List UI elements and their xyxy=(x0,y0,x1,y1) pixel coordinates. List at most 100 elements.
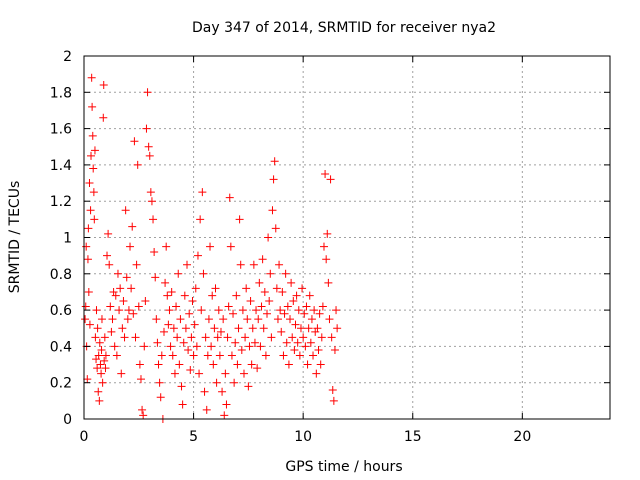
data-point xyxy=(287,278,296,287)
data-point xyxy=(290,346,299,355)
data-point xyxy=(128,222,137,231)
data-point xyxy=(211,284,220,293)
data-point xyxy=(227,351,236,360)
data-point xyxy=(189,351,198,360)
data-point xyxy=(141,297,150,306)
data-point xyxy=(333,324,342,333)
data-point xyxy=(186,365,195,374)
y-tick-label: 0 xyxy=(63,412,72,428)
data-point xyxy=(323,229,332,238)
y-tick-label: 0.2 xyxy=(50,376,72,392)
data-point xyxy=(252,306,261,315)
data-point xyxy=(249,260,258,269)
data-point xyxy=(162,242,171,251)
data-point xyxy=(293,338,302,347)
data-point xyxy=(301,342,310,351)
data-point xyxy=(268,206,277,215)
data-point xyxy=(97,315,106,324)
data-point xyxy=(195,369,204,378)
data-point xyxy=(225,193,234,202)
chart-title: Day 347 of 2014, SRMTID for receiver nya… xyxy=(192,20,496,36)
data-point xyxy=(314,346,323,355)
data-point xyxy=(265,297,274,306)
data-point xyxy=(156,393,165,402)
data-point xyxy=(95,338,104,347)
data-point xyxy=(318,302,327,311)
data-point xyxy=(88,131,97,140)
data-point xyxy=(328,385,337,394)
data-point xyxy=(132,260,141,269)
data-point xyxy=(235,215,244,224)
data-point xyxy=(248,324,257,333)
data-point xyxy=(305,291,314,300)
data-point xyxy=(191,284,200,293)
data-point xyxy=(255,278,264,287)
data-point xyxy=(256,342,265,351)
data-point xyxy=(127,284,136,293)
y-axis-label: SRMTID / TECUs xyxy=(7,181,23,294)
data-point xyxy=(317,333,326,342)
y-tick-label: 0.4 xyxy=(50,339,72,355)
data-point xyxy=(92,306,101,315)
data-point xyxy=(202,405,211,414)
data-point xyxy=(107,327,116,336)
data-point xyxy=(163,291,172,300)
y-tick-label: 0.8 xyxy=(50,267,72,283)
data-point xyxy=(187,333,196,342)
data-point xyxy=(222,400,231,409)
data-point xyxy=(267,333,276,342)
data-point xyxy=(99,113,108,122)
data-point xyxy=(84,224,93,233)
data-point xyxy=(330,346,339,355)
data-point xyxy=(319,242,328,251)
data-point xyxy=(117,369,126,378)
data-point xyxy=(167,287,176,296)
data-point xyxy=(213,333,222,342)
data-point xyxy=(85,179,94,188)
data-point xyxy=(188,297,197,306)
y-tick-label: 2 xyxy=(63,49,72,65)
data-point xyxy=(122,273,131,282)
data-point xyxy=(139,411,148,420)
data-point xyxy=(87,151,96,160)
data-point xyxy=(99,81,108,90)
data-point xyxy=(81,302,90,311)
data-point xyxy=(300,309,309,318)
data-point xyxy=(110,342,119,351)
data-point xyxy=(200,387,209,396)
data-point xyxy=(233,360,242,369)
data-point xyxy=(279,351,288,360)
data-point xyxy=(126,242,135,251)
data-point xyxy=(151,273,160,282)
data-point xyxy=(237,346,246,355)
data-point xyxy=(192,342,201,351)
data-point xyxy=(230,378,239,387)
data-point xyxy=(198,188,207,197)
data-point xyxy=(201,333,210,342)
data-point xyxy=(313,324,322,333)
data-point xyxy=(281,269,290,278)
data-point xyxy=(112,351,121,360)
data-point xyxy=(280,309,289,318)
data-point xyxy=(257,302,266,311)
data-point xyxy=(184,346,193,355)
data-point xyxy=(232,291,241,300)
data-point xyxy=(303,360,312,369)
plot-area-frame xyxy=(83,55,611,420)
data-point xyxy=(93,364,102,373)
data-point xyxy=(197,306,206,315)
data-point xyxy=(87,73,96,82)
data-point xyxy=(168,351,177,360)
data-point xyxy=(253,364,262,373)
data-point xyxy=(250,338,259,347)
data-point xyxy=(258,255,267,264)
data-point xyxy=(307,315,316,324)
data-point xyxy=(183,260,192,269)
data-point xyxy=(104,229,113,238)
data-point xyxy=(212,378,221,387)
data-point xyxy=(84,287,93,296)
data-point xyxy=(327,333,336,342)
data-point xyxy=(291,320,300,329)
data-point xyxy=(326,175,335,184)
